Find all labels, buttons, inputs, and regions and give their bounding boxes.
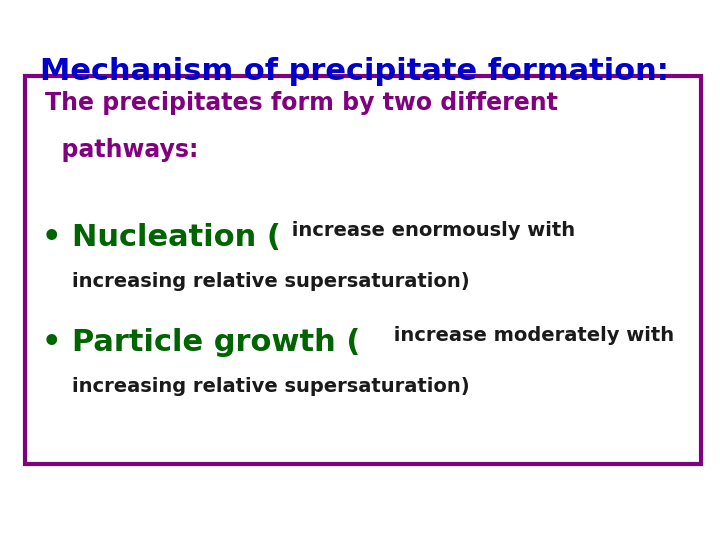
Text: •: •	[42, 224, 62, 252]
Text: Nucleation (: Nucleation (	[73, 224, 282, 252]
Text: increasing relative supersaturation): increasing relative supersaturation)	[73, 377, 470, 396]
Text: increase moderately with: increase moderately with	[387, 326, 674, 346]
Text: increase enormously with: increase enormously with	[285, 221, 575, 240]
Text: increasing relative supersaturation): increasing relative supersaturation)	[73, 272, 470, 291]
Text: •: •	[42, 328, 62, 357]
Text: pathways:: pathways:	[45, 138, 199, 162]
FancyBboxPatch shape	[25, 76, 701, 464]
Text: Mechanism of precipitate formation:: Mechanism of precipitate formation:	[40, 57, 668, 86]
Text: Particle growth (: Particle growth (	[73, 328, 361, 357]
Text: The precipitates form by two different: The precipitates form by two different	[45, 91, 558, 115]
